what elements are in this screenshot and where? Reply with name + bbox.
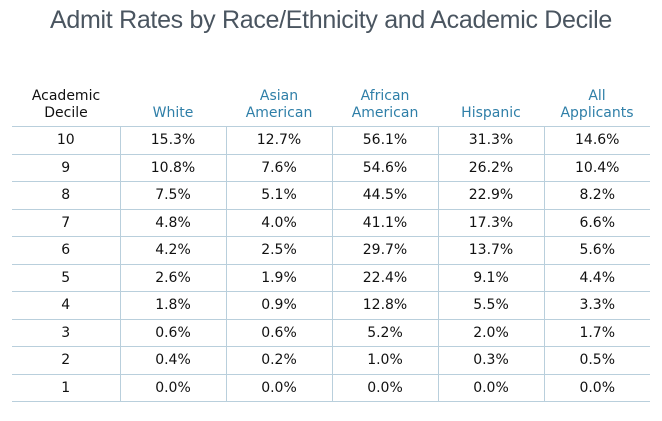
all-applicants-cell: 4.4% <box>543 263 650 292</box>
column-header-line2: American <box>245 105 313 121</box>
admit-rates-table: Academic Decile White Asian American Afr… <box>12 82 650 402</box>
asian-american-cell: 0.2% <box>225 346 333 375</box>
table-row: 1 0.0% 0.0% 0.0% 0.0% 0.0% <box>12 373 650 402</box>
column-header-all-applicants: All Applicants <box>544 82 650 127</box>
decile-cell: 10 <box>12 126 121 155</box>
table-row: 7 4.8% 4.0% 41.1% 17.3% 6.6% <box>12 208 650 237</box>
white-cell: 0.6% <box>119 318 227 347</box>
decile-cell: 9 <box>12 153 121 182</box>
asian-american-cell: 5.1% <box>225 181 333 210</box>
all-applicants-cell: 10.4% <box>543 153 650 182</box>
african-american-cell: 12.8% <box>331 291 439 320</box>
table-row: 10 15.3% 12.7% 56.1% 31.3% 14.6% <box>12 126 650 155</box>
asian-american-cell: 0.6% <box>225 318 333 347</box>
asian-american-cell: 7.6% <box>225 153 333 182</box>
column-header-african-american: African American <box>332 82 438 127</box>
table-row: 8 7.5% 5.1% 44.5% 22.9% 8.2% <box>12 181 650 210</box>
decile-cell: 7 <box>12 208 121 237</box>
asian-american-cell: 0.0% <box>225 373 333 402</box>
all-applicants-cell: 1.7% <box>543 318 650 347</box>
african-american-cell: 56.1% <box>331 126 439 155</box>
white-cell: 1.8% <box>119 291 227 320</box>
column-header-line2: Decile <box>44 105 88 121</box>
hispanic-cell: 17.3% <box>437 208 545 237</box>
hispanic-cell: 31.3% <box>437 126 545 155</box>
african-american-cell: 54.6% <box>331 153 439 182</box>
table-row: 5 2.6% 1.9% 22.4% 9.1% 4.4% <box>12 263 650 292</box>
column-header-line2: Hispanic <box>461 105 521 121</box>
all-applicants-cell: 8.2% <box>543 181 650 210</box>
all-applicants-cell: 3.3% <box>543 291 650 320</box>
white-cell: 4.2% <box>119 236 227 265</box>
decile-cell: 5 <box>12 263 121 292</box>
column-header-hispanic: Hispanic <box>438 82 544 127</box>
african-american-cell: 5.2% <box>331 318 439 347</box>
hispanic-cell: 9.1% <box>437 263 545 292</box>
decile-cell: 8 <box>12 181 121 210</box>
white-cell: 10.8% <box>119 153 227 182</box>
column-header-white: White <box>120 82 226 127</box>
table-row: 3 0.6% 0.6% 5.2% 2.0% 1.7% <box>12 318 650 347</box>
table-row: 9 10.8% 7.6% 54.6% 26.2% 10.4% <box>12 153 650 182</box>
white-cell: 7.5% <box>119 181 227 210</box>
white-cell: 4.8% <box>119 208 227 237</box>
hispanic-cell: 0.3% <box>437 346 545 375</box>
white-cell: 15.3% <box>119 126 227 155</box>
african-american-cell: 29.7% <box>331 236 439 265</box>
african-american-cell: 22.4% <box>331 263 439 292</box>
african-american-cell: 41.1% <box>331 208 439 237</box>
hispanic-cell: 26.2% <box>437 153 545 182</box>
hispanic-cell: 22.9% <box>437 181 545 210</box>
all-applicants-cell: 6.6% <box>543 208 650 237</box>
decile-cell: 4 <box>12 291 121 320</box>
all-applicants-cell: 0.5% <box>543 346 650 375</box>
column-header-line2: American <box>351 105 419 121</box>
african-american-cell: 44.5% <box>331 181 439 210</box>
column-header-line1: Asian <box>259 88 299 104</box>
hispanic-cell: 13.7% <box>437 236 545 265</box>
decile-cell: 3 <box>12 318 121 347</box>
hispanic-cell: 2.0% <box>437 318 545 347</box>
all-applicants-cell: 0.0% <box>543 373 650 402</box>
african-american-cell: 0.0% <box>331 373 439 402</box>
african-american-cell: 1.0% <box>331 346 439 375</box>
all-applicants-cell: 5.6% <box>543 236 650 265</box>
table-row: 4 1.8% 0.9% 12.8% 5.5% 3.3% <box>12 291 650 320</box>
asian-american-cell: 4.0% <box>225 208 333 237</box>
all-applicants-cell: 14.6% <box>543 126 650 155</box>
decile-cell: 6 <box>12 236 121 265</box>
column-header-line1: African <box>360 88 410 104</box>
table-body: 10 15.3% 12.7% 56.1% 31.3% 14.6% 9 10.8% 7.6% 54.… <box>12 126 650 402</box>
hispanic-cell: 5.5% <box>437 291 545 320</box>
white-cell: 2.6% <box>119 263 227 292</box>
asian-american-cell: 12.7% <box>225 126 333 155</box>
decile-cell: 2 <box>12 346 121 375</box>
table-row: 6 4.2% 2.5% 29.7% 13.7% 5.6% <box>12 236 650 265</box>
white-cell: 0.0% <box>119 373 227 402</box>
column-header-asian-american: Asian American <box>226 82 332 127</box>
hispanic-cell: 0.0% <box>437 373 545 402</box>
asian-american-cell: 1.9% <box>225 263 333 292</box>
column-header-line2: White <box>152 105 194 121</box>
asian-american-cell: 2.5% <box>225 236 333 265</box>
asian-american-cell: 0.9% <box>225 291 333 320</box>
table-row: 2 0.4% 0.2% 1.0% 0.3% 0.5% <box>12 346 650 375</box>
column-header-line1: Academic <box>31 88 101 104</box>
decile-cell: 1 <box>12 373 121 402</box>
column-header-line1: All <box>588 88 606 104</box>
white-cell: 0.4% <box>119 346 227 375</box>
column-header-line2: Applicants <box>560 105 634 121</box>
column-header-decile: Academic Decile <box>12 82 120 127</box>
header-row: Academic Decile White Asian American Afr… <box>12 82 650 127</box>
chart-title: Admit Rates by Race/Ethnicity and Academ… <box>50 6 612 34</box>
